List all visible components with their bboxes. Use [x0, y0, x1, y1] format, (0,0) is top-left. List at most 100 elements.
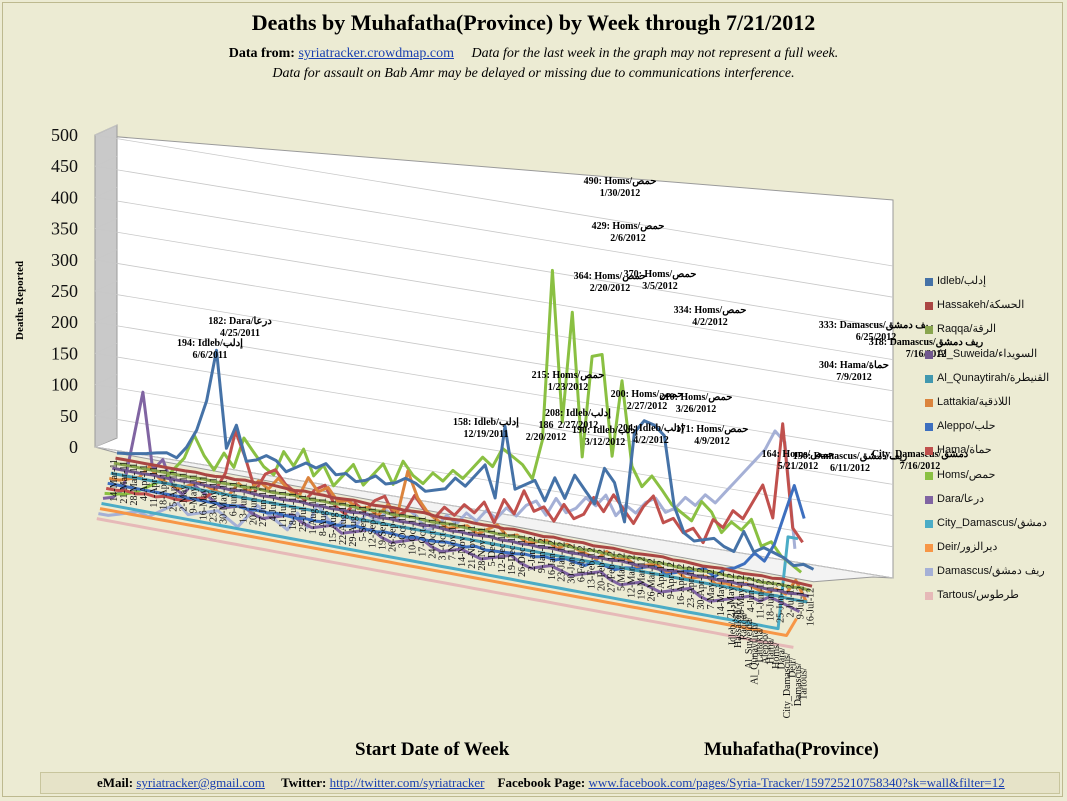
series-line-city_damascus: [101, 502, 799, 631]
x-tick-label: 18-Jun-12: [766, 580, 777, 621]
x-tick-label: 12-Mar-12: [626, 555, 637, 598]
annotation-label: 164: Homs/حمص: [762, 449, 835, 460]
annotation-date: 4/2/2012: [633, 435, 669, 446]
x-tick-label: 25-Apr-11: [169, 470, 180, 512]
x-tick-label: 9-Jul-12: [796, 586, 807, 619]
gridline: [94, 311, 118, 323]
chart-legend: Idleb/إدلب Hassakeh/الحسكة Raqqa/الرقة Al_S…: [918, 272, 1066, 611]
x-tick-label: 11-Apr-11: [149, 466, 160, 507]
annotation-label: 150: Damascus/ريف دمشق: [793, 451, 908, 462]
legend-item: Deir/ديرالزور: [918, 538, 1066, 562]
x-tick-label: 27-Jun-11: [258, 487, 269, 527]
annotation-date: 2/27/2012: [627, 401, 668, 412]
legend-item: Raqqa/الرقة: [918, 320, 1066, 344]
x-tick-label: 11-Jul-11: [278, 490, 289, 528]
legend-label: City_Damascus/دمشق: [937, 516, 1047, 529]
y-axis-title: Deaths Reported: [14, 260, 26, 340]
x-tick-label: 26-Mar-12: [646, 558, 657, 601]
legend-item: Tartous/طرطوس: [918, 586, 1066, 610]
gridline: [94, 249, 118, 261]
province-tick-label: Aleppo/: [760, 632, 771, 664]
province-tick-label: Homs/: [771, 642, 782, 669]
y-tick-label: 200: [51, 312, 78, 332]
twitter-link[interactable]: http://twitter.com/syriatracker: [329, 775, 485, 790]
data-source-link[interactable]: syriatracker.crowdmap.com: [298, 46, 454, 61]
x-tick-label: 14-Nov-11: [457, 523, 468, 567]
x-tick-label: 9-May-11: [189, 474, 200, 514]
x-tick-label: 16-May-11: [199, 476, 210, 521]
legend-item: Homs/حمص: [918, 466, 1066, 490]
legend-label: Lattakia/اللاذقية: [937, 395, 1011, 408]
gridline: [94, 165, 894, 298]
x-tick-label: 31-Oct-11: [437, 520, 448, 561]
x-tick-label: 6-Feb-12: [577, 545, 588, 582]
annotation-date: 6/25/2012: [856, 332, 897, 343]
legend-label: Tartous/طرطوس: [937, 589, 1019, 602]
series-line-hassakeh: [115, 456, 813, 588]
x-tick-label: 28-Mar-11: [129, 463, 140, 506]
x-tick-label: 2-Jan-12: [527, 536, 538, 571]
x-tick-label: 6-Jun-11: [228, 481, 239, 516]
gridline: [94, 415, 894, 548]
x-tick-label: 1-Aug-11: [308, 496, 319, 535]
legend-item: Damascus/ريف دمشق: [918, 562, 1066, 586]
legend-item: Aleppo/حلب: [918, 417, 1066, 441]
legend-item: Al_Qunaytirah/القنيطرة: [918, 369, 1066, 393]
legend-swatch: [925, 350, 933, 359]
legend-label: Al_Suweida/السويداء: [937, 347, 1038, 360]
legend-item: Lattakia/اللاذقية: [918, 393, 1066, 417]
x-tick-label: 14-May-12: [716, 571, 727, 616]
legend-label: Aleppo/حلب: [937, 420, 996, 433]
gridline: [94, 290, 894, 423]
x-tick-label: 27-Feb-12: [607, 551, 618, 593]
y-tick-label: 0: [69, 437, 78, 457]
gridline: [94, 124, 118, 136]
x-tick-label: 25-Jun-12: [776, 582, 787, 623]
gridline: [94, 353, 894, 485]
x-tick-label: 10-Oct-11: [408, 514, 419, 555]
y-tick-label: 450: [51, 156, 78, 176]
annotation-date: 4/25/2011: [220, 328, 260, 339]
annotation-date: 3/26/2012: [676, 404, 717, 415]
annotation-date: 2/20/2012: [590, 283, 631, 294]
z-axis-title: Muhafatha(Province): [704, 739, 879, 760]
legend-swatch: [925, 495, 933, 504]
series-line-al_suweida: [112, 466, 810, 598]
annotation-date: 12/19/2011: [463, 429, 508, 440]
data-note-2: Data for assault on Bab Amr may be delay…: [272, 66, 795, 81]
gridline: [94, 197, 894, 329]
x-tick-label: 28-Nov-11: [477, 527, 488, 571]
gridline: [94, 436, 118, 448]
series-line-homs: [104, 268, 803, 574]
legend-label: Dara/درعا: [937, 492, 985, 505]
x-tick-label: 30-Apr-12: [696, 568, 707, 610]
legend-label: Idleb/إدلب: [937, 275, 987, 287]
legend-label: Hassakeh/الحسكة: [937, 299, 1025, 312]
annotation-label: 171: Homs/حمص: [676, 424, 749, 435]
annotation-label: 370: Homs/حمص: [624, 269, 697, 280]
x-tick-label: 13-Feb-12: [587, 547, 598, 589]
gridline: [94, 280, 118, 292]
province-tick-label: Tartous/: [798, 667, 809, 700]
facebook-link[interactable]: www.facebook.com/pages/Syria-Tracker/159…: [588, 775, 1005, 790]
annotation-label: 194: Idleb/إدلب: [177, 338, 243, 349]
gridline: [94, 155, 118, 167]
legend-swatch: [925, 544, 933, 553]
gridline: [94, 259, 894, 392]
annotation-label: City_Damascus/دمشق: [872, 449, 969, 460]
x-tick-label: 20-Jun-11: [248, 485, 259, 525]
annotation-label: 210: Homs/حمص: [660, 392, 733, 403]
x-tick-label: 5-Mar-12: [616, 553, 627, 591]
twitter-label: Twitter:: [281, 775, 327, 790]
x-tick-label: 11-Jun-12: [756, 579, 767, 619]
x-tick-label: 4-Jun-12: [746, 577, 757, 613]
x-tick-label: 26-Sep-11: [388, 511, 399, 552]
annotation-date: 6/6/2011: [192, 350, 227, 361]
x-tick-label: 26-Dec-11: [517, 534, 528, 576]
series-line-raqqa: [113, 461, 811, 593]
legend-swatch: [925, 423, 933, 432]
gridline: [94, 228, 894, 360]
email-link[interactable]: syriatracker@gmail.com: [136, 775, 265, 790]
